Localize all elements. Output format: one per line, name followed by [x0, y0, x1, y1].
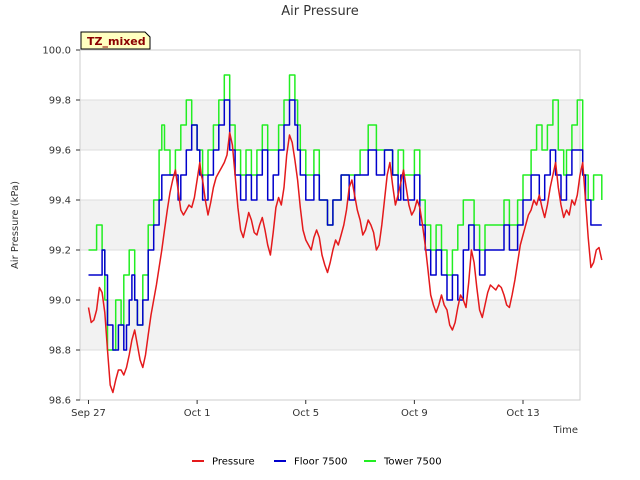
x-axis-label: Time [553, 425, 578, 436]
chart-title: Air Pressure [281, 4, 359, 19]
x-tick-label: Sep 27 [71, 408, 106, 419]
legend-label: Pressure [212, 457, 255, 468]
grid-band [80, 300, 580, 350]
legend-label: Tower 7500 [383, 457, 442, 468]
y-tick-label: 99.6 [49, 146, 71, 157]
y-tick-label: 99.2 [49, 246, 71, 257]
x-tick-label: Oct 9 [401, 408, 428, 419]
tz-badge-box [80, 31, 151, 50]
x-tick-label: Oct 1 [184, 408, 211, 419]
x-tick-label: Oct 5 [292, 408, 319, 419]
tz-badge-label: TZ_mixed [87, 35, 146, 48]
y-tick-label: 100.0 [42, 46, 71, 57]
y-tick-label: 98.6 [49, 396, 71, 407]
series-line-tower-7500 [88, 74, 603, 351]
y-tick-label: 99.0 [49, 296, 71, 307]
legend: Pressure Floor 7500 Tower 7500 [192, 457, 442, 468]
tz-badge: TZ_mixed [80, 31, 151, 50]
series-line-floor-7500 [88, 99, 602, 351]
y-axis-label: Air Pressure (kPa) [10, 181, 21, 269]
y-tick-label: 99.8 [49, 96, 71, 107]
x-axis-ticks: Sep 27 Oct 1 Oct 5 Oct 9 Oct 13 [71, 400, 540, 419]
x-tick-label: Oct 13 [506, 408, 539, 419]
y-tick-label: 98.8 [49, 346, 71, 357]
grid-band [80, 100, 580, 150]
series-line-pressure [87, 131, 603, 394]
plot-frame [79, 49, 581, 401]
legend-label: Floor 7500 [294, 457, 348, 468]
y-tick-label: 99.4 [49, 196, 71, 207]
series-lines [87, 74, 603, 394]
y-axis-ticks: 98.6 98.8 99.0 99.2 99.4 99.6 99.8 100.0 [42, 46, 80, 407]
